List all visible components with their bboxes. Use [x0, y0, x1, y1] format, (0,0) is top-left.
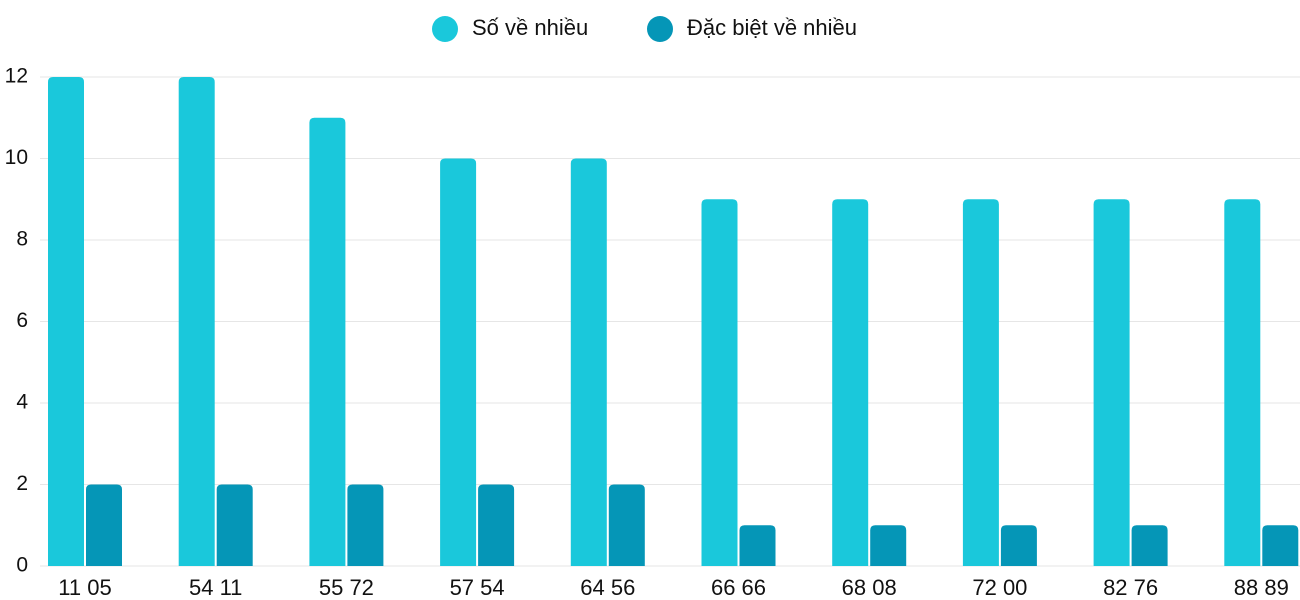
x-tick-label: 72 00: [972, 575, 1027, 600]
bar: [962, 199, 999, 566]
bar: [309, 117, 346, 566]
bar: [870, 525, 907, 566]
x-tick-label: 55 72: [319, 575, 374, 600]
x-tick-label: 54 11: [189, 575, 242, 600]
y-tick-label: 6: [16, 309, 28, 332]
legend-marker: [647, 16, 673, 42]
y-tick-label: 10: [5, 146, 28, 169]
legend-label: Đặc biệt về nhiều: [687, 15, 857, 40]
bar: [832, 199, 869, 566]
y-tick-label: 4: [16, 391, 28, 414]
x-tick-label: 82 76: [1103, 575, 1158, 600]
bar: [570, 158, 607, 566]
x-tick-label: 57 54: [450, 575, 505, 600]
legend-marker: [432, 16, 458, 42]
bar: [608, 484, 645, 566]
x-tick-label: 66 66: [711, 575, 766, 600]
x-tick-label: 11 05: [58, 575, 111, 600]
y-tick-label: 8: [16, 228, 28, 251]
bar: [48, 77, 84, 566]
bar: [739, 525, 776, 566]
bar: [701, 199, 738, 566]
bar: [1131, 525, 1168, 566]
bar: [1000, 525, 1037, 566]
legend-label: Số về nhiều: [472, 15, 588, 40]
bar: [1262, 525, 1299, 566]
y-tick-label: 0: [16, 554, 28, 577]
x-tick-label: 68 08: [842, 575, 897, 600]
bar: [216, 484, 253, 566]
bar: [1224, 199, 1261, 566]
bar: [86, 484, 122, 566]
bar: [1093, 199, 1130, 566]
x-tick-label: 64 56: [580, 575, 635, 600]
bar: [440, 158, 477, 566]
bar: [347, 484, 384, 566]
x-tick-label: 88 89: [1234, 575, 1289, 600]
y-tick-label: 12: [5, 65, 28, 88]
y-tick-label: 2: [16, 472, 28, 495]
bar: [478, 484, 515, 566]
bar: [178, 77, 215, 566]
